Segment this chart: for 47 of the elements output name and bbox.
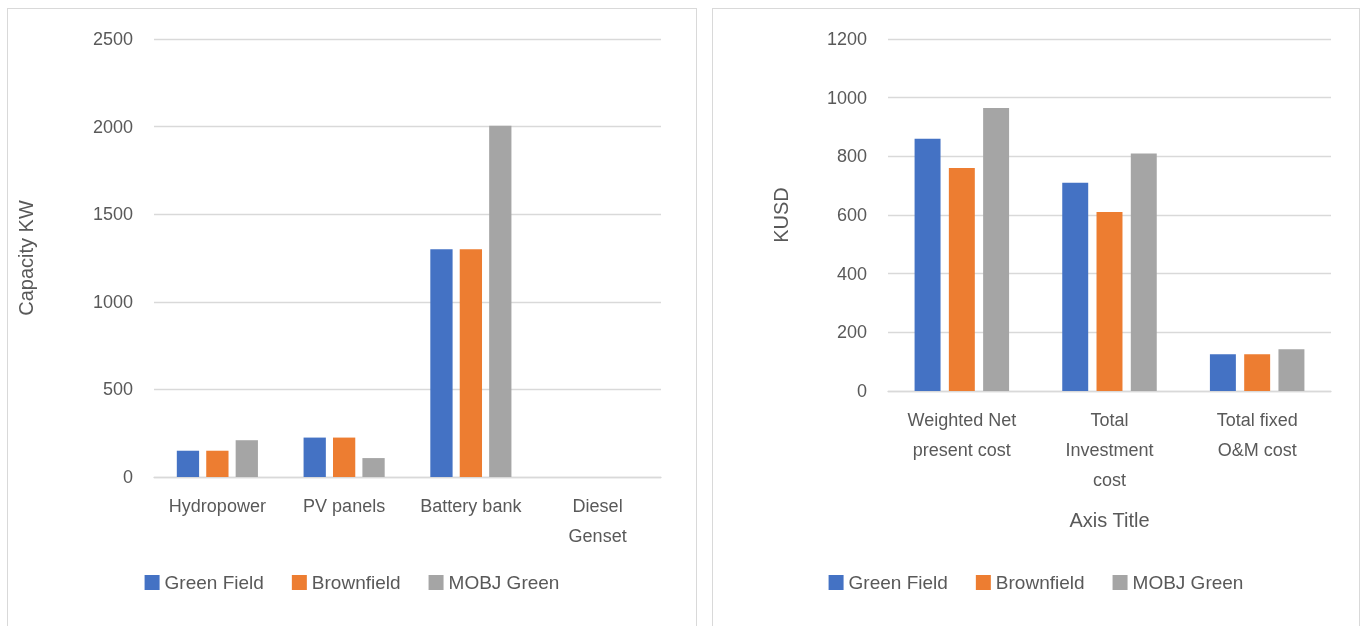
bar — [206, 450, 229, 477]
x-axis-title: Axis Title — [1069, 509, 1150, 531]
bar — [459, 249, 483, 477]
y-tick-label: 800 — [836, 146, 867, 167]
y-tick-label: 200 — [836, 322, 867, 343]
bar — [303, 437, 326, 477]
bar — [1278, 349, 1305, 391]
y-tick-label: 1000 — [92, 291, 133, 312]
bar — [1244, 354, 1271, 391]
y-tick-label: 400 — [836, 263, 867, 284]
bar — [948, 168, 975, 391]
legend-label: Brownfield — [995, 572, 1085, 593]
bar — [362, 458, 385, 477]
bar — [332, 437, 356, 477]
x-tick-label: Hydropower — [168, 496, 266, 516]
y-tick-label: 1200 — [826, 29, 867, 49]
y-tick-label: 1500 — [92, 204, 133, 225]
legend-label: Brownfield — [311, 572, 401, 593]
bar — [430, 249, 453, 477]
bar — [489, 125, 512, 477]
bar — [1130, 153, 1157, 391]
y-axis-title: Capacity KW — [15, 200, 37, 316]
x-tick-label: PV panels — [303, 496, 386, 516]
x-tick-label: Total Investment cost — [1065, 410, 1154, 490]
bar — [235, 440, 258, 477]
bar — [176, 450, 200, 477]
x-tick-label: Battery bank — [420, 496, 523, 516]
y-tick-label: 600 — [836, 205, 867, 225]
y-axis-title: KUSD — [770, 187, 792, 243]
bar — [1209, 354, 1236, 391]
y-tick-label: 500 — [102, 379, 133, 400]
y-tick-label: 0 — [122, 467, 133, 487]
x-tick-label: Total fixed O&M cost — [1216, 410, 1298, 460]
y-tick-label: 2000 — [92, 116, 133, 137]
bar — [1062, 182, 1089, 391]
legend-label: MOBJ Green — [1132, 572, 1244, 593]
bar — [914, 138, 941, 391]
legend-label: Green Field — [164, 572, 264, 593]
y-tick-label: 0 — [856, 381, 867, 401]
legend-label: Green Field — [848, 572, 948, 593]
bar — [983, 107, 1010, 391]
legend-label: MOBJ Green — [448, 572, 560, 593]
x-tick-label: Diesel Genset — [568, 496, 627, 546]
bar — [1096, 212, 1123, 391]
y-tick-label: 2500 — [92, 29, 133, 49]
y-tick-label: 1000 — [826, 87, 867, 108]
x-tick-label: Weighted Net present cost — [907, 410, 1017, 460]
